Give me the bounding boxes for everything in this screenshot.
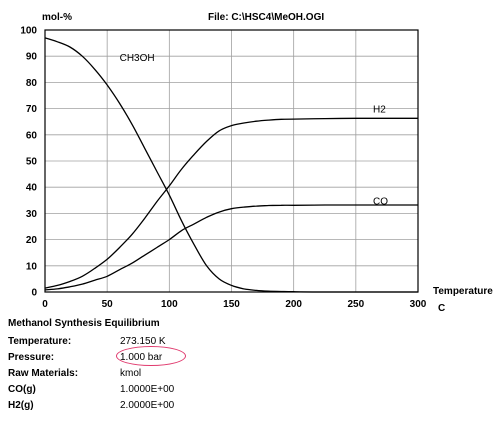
x-tick-label: 150 xyxy=(223,299,240,310)
equilibrium-chart: 0 10 20 30 40 50 60 70 80 90 100 0 50 100 150 200 250 300… xyxy=(20,26,493,315)
y-tick-label: 40 xyxy=(26,183,38,194)
y-tick-label: 90 xyxy=(26,52,38,63)
info-label: CO(g) xyxy=(8,384,36,395)
y-tick-label: 20 xyxy=(26,235,38,246)
series-label-co: CO xyxy=(373,196,388,207)
series-labels: CH3OH H2 CO xyxy=(120,53,389,207)
y-tick-label: 0 xyxy=(31,288,37,299)
y-tick-label: 60 xyxy=(26,130,38,141)
info-row-raw-materials: Raw Materials: kmol xyxy=(8,368,268,382)
info-value: 1.0000E+00 xyxy=(120,384,175,395)
series-label-ch3oh: CH3OH xyxy=(120,53,155,64)
x-tick-label: 50 xyxy=(102,299,114,310)
y-tick-label: 70 xyxy=(26,104,38,115)
info-row-h2: H2(g) 2.0000E+00 xyxy=(8,400,268,414)
series-line-co xyxy=(44,204,418,291)
axis-ticks: 0 10 20 30 40 50 60 70 80 90 100 0 50 100 150 200 250 300 xyxy=(20,26,426,311)
series-line-h2 xyxy=(44,117,418,289)
summary-title: Methanol Synthesis Equilibrium xyxy=(8,318,160,329)
pressure-highlight-oval xyxy=(116,346,186,366)
x-tick-label: 100 xyxy=(161,299,178,310)
file-path: File: C:\HSC4\MeOH.OGI xyxy=(208,12,325,23)
y-axis-unit: mol-% xyxy=(42,12,72,23)
chart-grid xyxy=(44,29,419,293)
series-label-h2: H2 xyxy=(373,105,386,116)
x-axis-unit: C xyxy=(438,303,445,314)
x-tick-label: 0 xyxy=(42,299,48,310)
series-line-ch3oh xyxy=(44,37,418,293)
y-tick-label: 10 xyxy=(26,261,38,272)
x-axis-label: Temperature xyxy=(433,286,493,297)
info-value: kmol xyxy=(120,368,142,379)
y-tick-label: 80 xyxy=(26,78,38,89)
y-tick-label: 30 xyxy=(26,209,38,220)
y-tick-label: 50 xyxy=(26,157,38,168)
y-tick-label: 100 xyxy=(20,26,37,37)
info-value: 273.150 K xyxy=(120,336,166,347)
info-value: 2.0000E+00 xyxy=(120,400,175,411)
info-label: Temperature: xyxy=(8,336,72,347)
info-label: Raw Materials: xyxy=(8,368,79,379)
info-label: H2(g) xyxy=(8,400,34,411)
x-tick-label: 200 xyxy=(285,299,302,310)
info-label: Pressure: xyxy=(8,352,55,363)
info-row-co: CO(g) 1.0000E+00 xyxy=(8,384,268,398)
plot-frame xyxy=(44,29,419,293)
x-tick-label: 300 xyxy=(410,299,427,310)
x-tick-label: 250 xyxy=(347,299,364,310)
series-lines xyxy=(44,37,418,293)
info-row-temperature: Temperature: 273.150 K xyxy=(8,336,268,350)
